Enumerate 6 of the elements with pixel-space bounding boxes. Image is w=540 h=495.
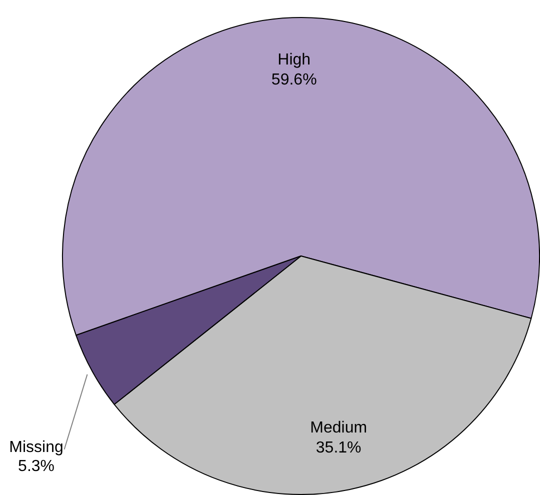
- slice-label: Missing: [9, 438, 64, 456]
- data-label: 5.3%: [18, 458, 55, 475]
- data-label: 35.1%: [316, 440, 362, 457]
- data-label: 59.6%: [271, 72, 317, 89]
- slice-label: High: [278, 52, 311, 69]
- slice-label: Medium: [310, 420, 368, 437]
